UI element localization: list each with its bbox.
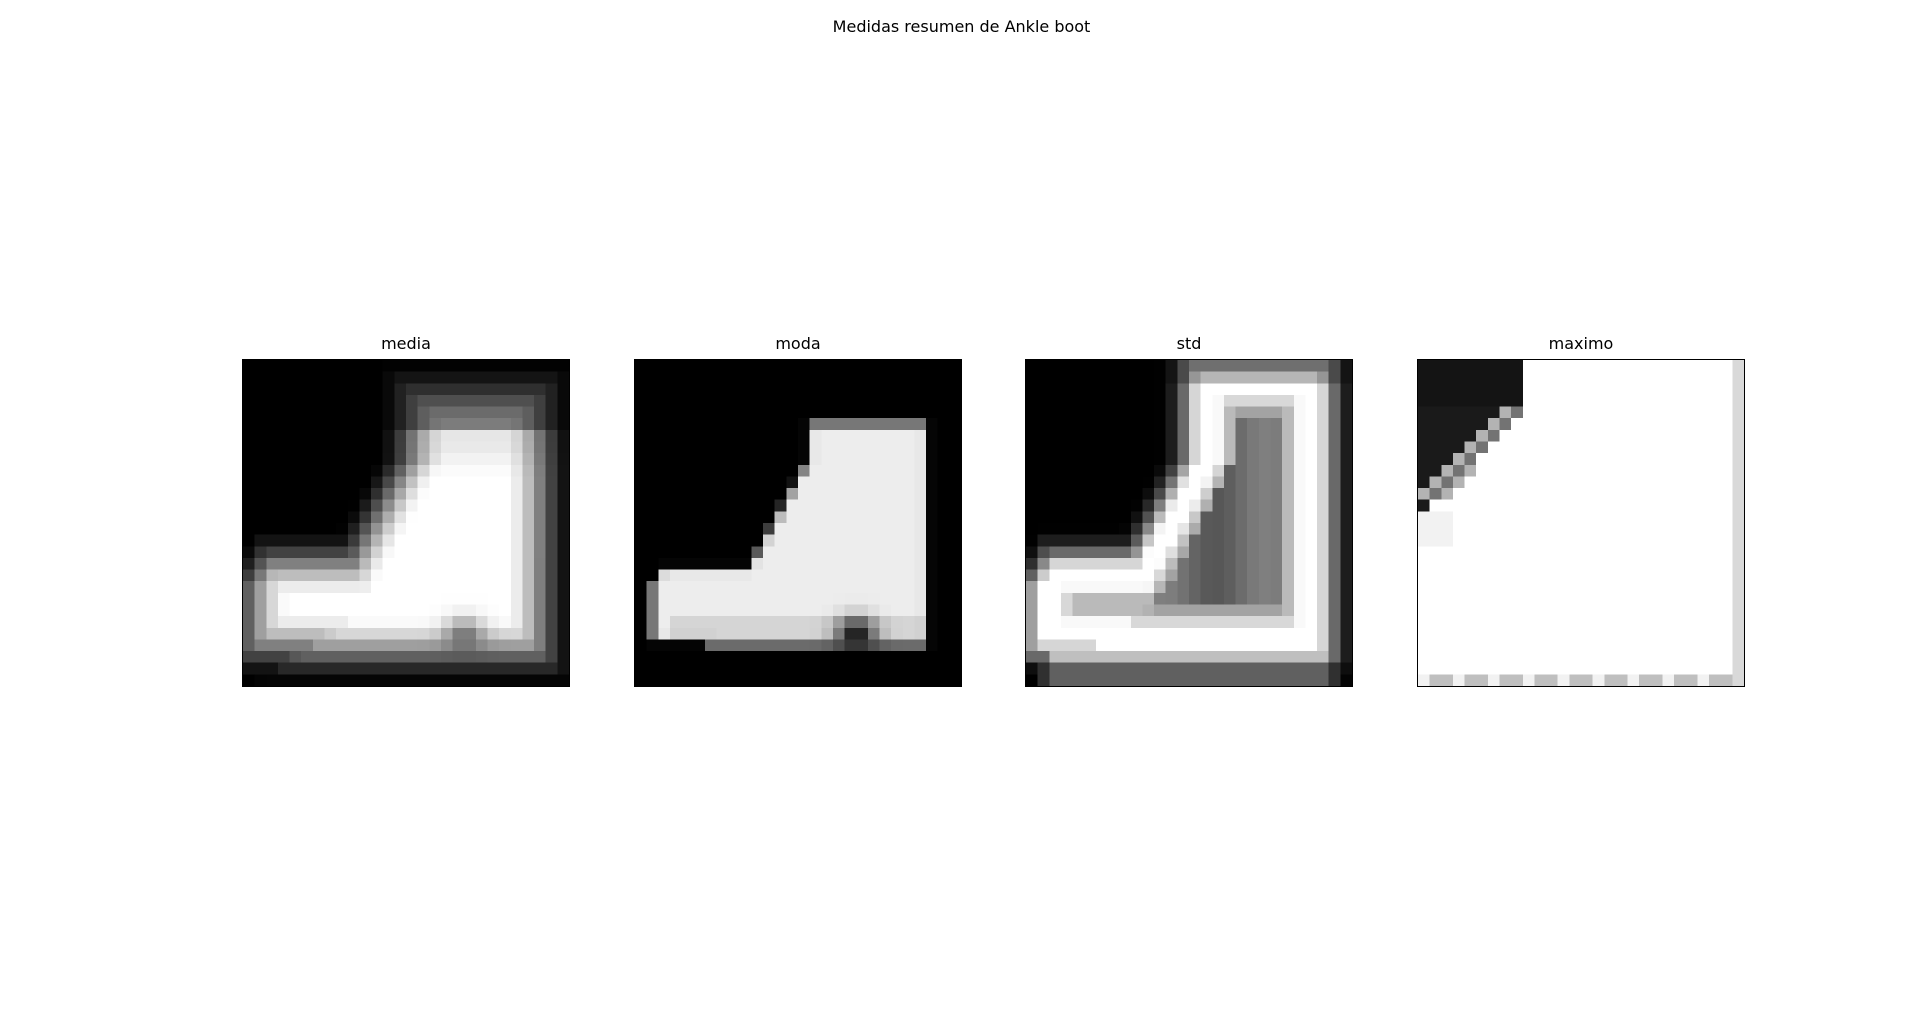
mode-image [634,359,962,687]
mean-image [242,359,570,687]
panel-title-moda: moda [775,334,821,353]
figure-title: Medidas resumen de Ankle boot [832,17,1091,36]
panel-title-std: std [1176,334,1202,353]
panel-title-maximo: maximo [1548,334,1614,353]
std-image [1025,359,1353,687]
panel-title-media: media [381,334,431,353]
max-image [1417,359,1745,687]
